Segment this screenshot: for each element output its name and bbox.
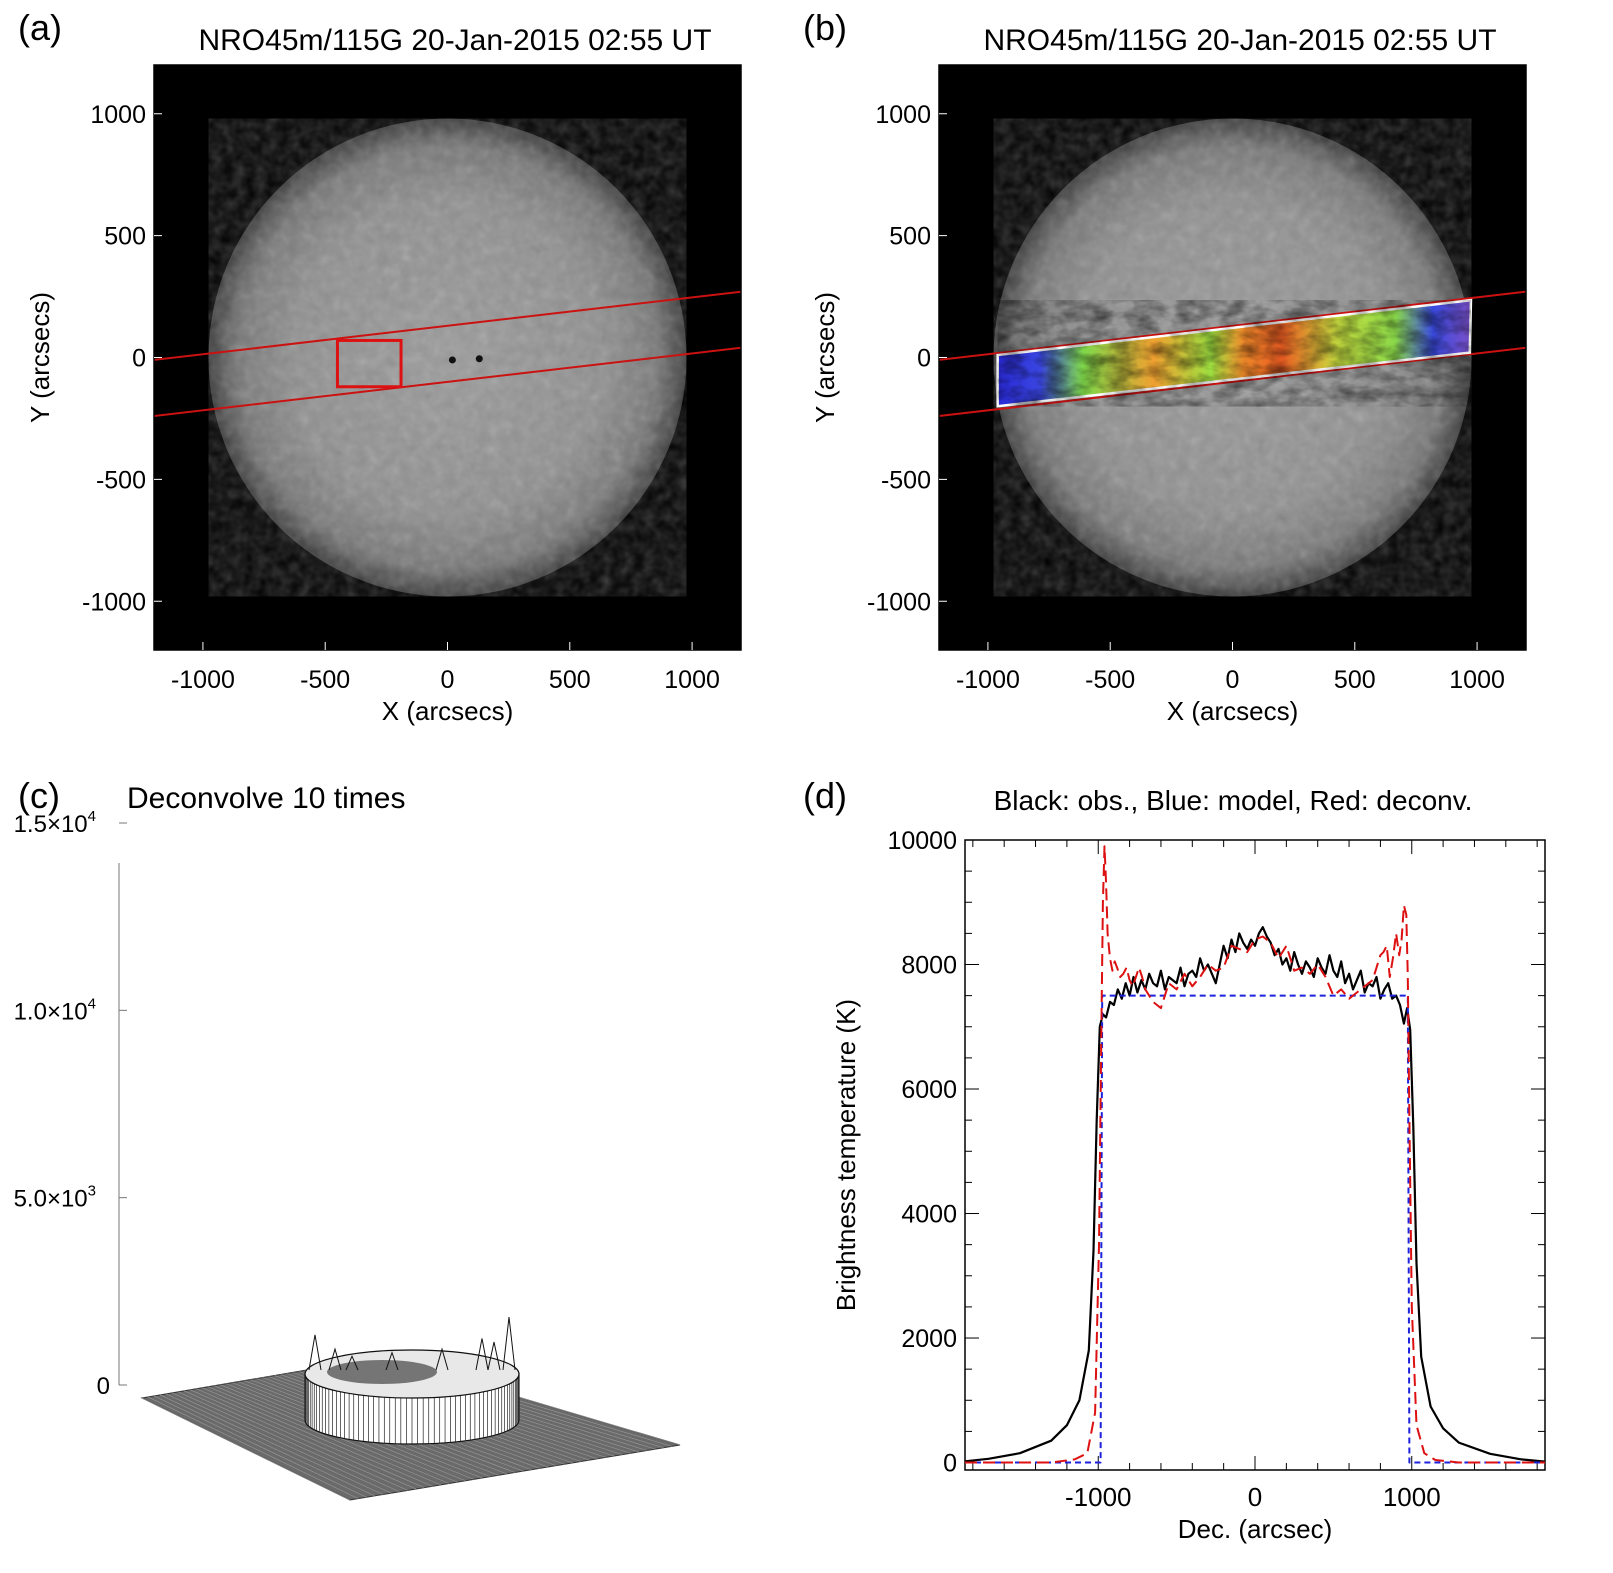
panel-d-series [964,845,1546,1464]
panel-c-grid-line [184,1390,408,1491]
panel-a-letter: (a) [18,7,62,48]
panel-d-x-tick-label: 1000 [1383,1482,1441,1512]
panel-b-scan-upper-line [939,290,1526,361]
panel-a-axes: -1000 -500 0 500 1000 -1000 -500 0 500 1000 X (arc… [25,101,720,726]
panel-c-grid-line [196,1388,425,1488]
panel-b-y-tick-label: 0 [917,345,931,373]
panel-a-image [154,65,741,650]
panel-c-z-tick-label: 5.0×103 [14,1183,96,1213]
panel-c-grid-line [208,1386,441,1486]
panel-c-grid-line [141,1397,351,1501]
panel-c-surface [140,1316,681,1501]
panel-a-title: NRO45m/115G 20-Jan-2015 02:55 UT [198,24,711,57]
panel-d-x-tick-label: 0 [1248,1482,1262,1512]
panel-b-title: NRO45m/115G 20-Jan-2015 02:55 UT [983,24,1496,57]
panel-b-axes: -1000 -500 0 500 1000 -1000 -500 0 500 1000 X (arc… [810,101,1505,726]
panel-c-z-tick-label: 0 [97,1373,110,1400]
panel-c-plateau-dip [327,1360,437,1384]
panel-c-grid-line [159,1394,375,1497]
panel-a-y-tick-label: 0 [132,345,146,373]
panel-c-limb-spike [308,1334,322,1371]
panel-c-grid-line [190,1389,417,1490]
panel-d: (d) Black: obs., Blue: model, Red: decon… [803,775,1546,1544]
panel-c-grid-line [153,1395,367,1498]
panel-d-y-tick-label: 8000 [901,952,957,980]
panel-d-y-tick-label: 0 [943,1450,957,1478]
panel-a-x-tick-label: -1000 [171,666,235,694]
panel-a-y-axis-label: Y (arcsecs) [25,292,55,423]
panel-b-letter: (b) [803,7,847,48]
panel-b-x-tick-label: 1000 [1449,666,1505,694]
panel-a-y-tick-label: -500 [96,466,146,494]
panel-a-x-tick-label: -500 [300,666,350,694]
panel-d-letter: (d) [803,775,847,816]
panel-d-y-axis-label: Brightness temperature (K) [831,999,861,1311]
panel-b-y-tick-label: 500 [889,223,931,251]
panel-b-x-tick-label: -500 [1085,666,1135,694]
panel-d-series-deconv [965,845,1545,1464]
panel-c-limb-spike [345,1354,359,1371]
panel-d-series-model [965,994,1545,1464]
panel-b-y-axis-label: Y (arcsecs) [810,292,840,423]
panel-b-y-tick-label: -1000 [867,588,931,616]
panel-b-x-tick-label: -1000 [956,666,1020,694]
panel-a-sunspot [448,356,456,364]
panel-a-x-tick-label: 1000 [664,666,720,694]
panel-a-scan-lower-line [154,346,741,417]
panel-a-x-tick-label: 500 [549,666,591,694]
panel-c-limb-spike [435,1347,449,1371]
panel-c-grid-line [172,1392,392,1494]
panel-c-limb-spike [385,1351,399,1371]
panel-b-scan-lower-line [939,346,1526,417]
panel-a-y-tick-label: -1000 [82,588,146,616]
panel-a-sunspots [448,355,483,364]
panel-b-overlay-contours [997,300,1471,407]
panel-c-grid-line [165,1393,384,1495]
panel-b-y-tick-label: 1000 [875,101,931,129]
panel-a-y-tick-label: 500 [104,223,146,251]
panel-c-letter: (c) [18,775,60,816]
panel-c: (c) Deconvolve 10 times 0 5.0×103 1.0×104 1… [14,775,681,1501]
panel-a-y-tick-label: 1000 [90,101,146,129]
panel-b-y-tick-label: -500 [881,466,931,494]
panel-a-scan-upper-line [154,290,741,361]
panel-b-x-tick-label: 500 [1334,666,1376,694]
panel-b-image [939,65,1526,650]
panel-c-grid-line [147,1396,359,1499]
panel-b: (b) NRO45m/115G 20-Jan-2015 02:55 UT -10… [803,7,1527,726]
panel-a-x-tick-label: 0 [441,666,455,694]
panel-a-x-axis-label: X (arcsecs) [382,696,513,726]
panel-d-title: Black: obs., Blue: model, Red: deconv. [994,785,1473,816]
panel-a-disk-texture [208,118,687,597]
panel-d-x-axis-label: Dec. (arcsec) [1178,1514,1333,1544]
panel-b-x-axis-label: X (arcsecs) [1167,696,1298,726]
panel-a-region-box [335,338,403,389]
panel-d-series-obs [964,926,1546,1463]
panel-d-y-tick-label: 4000 [901,1201,957,1229]
panel-d-y-tick-label: 6000 [901,1076,957,1104]
panel-d-y-tick-label: 2000 [901,1325,957,1353]
panel-c-limb-spike [502,1316,516,1371]
panel-a: (a) NRO45m/115G 20-Jan-2015 02:55 UT -10… [18,7,742,726]
panel-d-y-tick-label: 10000 [887,827,957,855]
panel-d-x-tick-label: -1000 [1065,1482,1132,1512]
panel-c-z-tick-label: 1.0×104 [14,995,96,1025]
panel-a-sunspot [475,355,483,363]
panel-c-title: Deconvolve 10 times [127,782,405,815]
panel-c-z-tick-label: 1.5×104 [14,808,96,838]
panel-b-x-tick-label: 0 [1226,666,1240,694]
panel-c-limb-spike [487,1341,501,1371]
panel-c-z-ticks: 0 5.0×103 1.0×104 1.5×104 [14,808,127,1400]
panel-c-grid-line [202,1387,433,1487]
panel-c-limb-spike [475,1338,489,1371]
panel-d-plot-frame [964,839,1546,1471]
panel-c-grid-line [178,1391,400,1493]
panel-c-limb-spike [328,1347,342,1371]
